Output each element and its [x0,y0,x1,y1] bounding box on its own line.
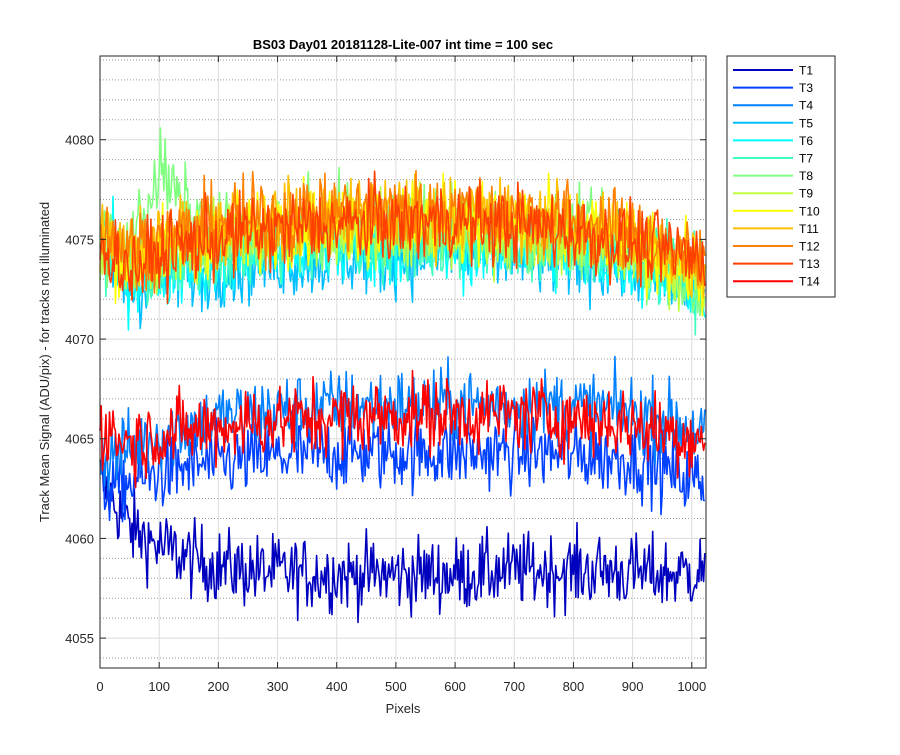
x-tick-label: 500 [385,679,407,694]
x-tick-label: 200 [208,679,230,694]
x-tick-label: 800 [563,679,585,694]
axes-box [99,55,707,669]
legend-label-t3: T3 [799,81,813,95]
x-axis-label: Pixels [386,701,421,716]
series-line-t14 [99,369,706,489]
legend-label-t10: T10 [799,204,820,218]
x-tick-label: 600 [444,679,466,694]
y-tick-label: 4075 [65,232,94,247]
legend-label-t8: T8 [799,169,813,183]
x-tick-label: 1000 [677,679,706,694]
legend-label-t5: T5 [799,116,813,130]
y-tick-label: 4080 [65,133,94,148]
chart-title: BS03 Day01 20181128-Lite-007 int time = … [253,37,553,52]
legend-label-t13: T13 [799,257,820,271]
y-axis-label: Track Mean Signal (ADU/pix) - for tracks… [37,202,52,522]
x-tick-label: 700 [503,679,525,694]
legend-label-t4: T4 [799,99,813,113]
y-tick-label: 4070 [65,332,94,347]
legend-label-t9: T9 [799,187,813,201]
series-line-t1 [99,459,706,624]
legend-label-t11: T11 [799,222,819,236]
x-tick-label: 300 [267,679,289,694]
series-line-t3 [99,405,705,523]
legend-label-t12: T12 [799,240,820,254]
legend-label-t7: T7 [799,152,813,166]
x-tick-label: 900 [622,679,644,694]
legend-label-t6: T6 [799,134,813,148]
legend: T1 T3 T4 T5 T6 T7 T8 T9 T10 T11 T12 T13 T14 [726,55,836,298]
x-tick-label: 0 [96,679,103,694]
x-tick-label: 400 [326,679,348,694]
y-tick-label: 4060 [65,531,94,546]
y-tick-label: 4065 [65,432,94,447]
series-line-t13 [99,170,706,305]
legend-label-t14: T14 [799,275,820,289]
x-tick-label: 100 [148,679,170,694]
y-tick-label: 4055 [65,631,94,646]
series-line-t6 [99,194,706,331]
legend-label-t1: T1 [799,64,813,78]
